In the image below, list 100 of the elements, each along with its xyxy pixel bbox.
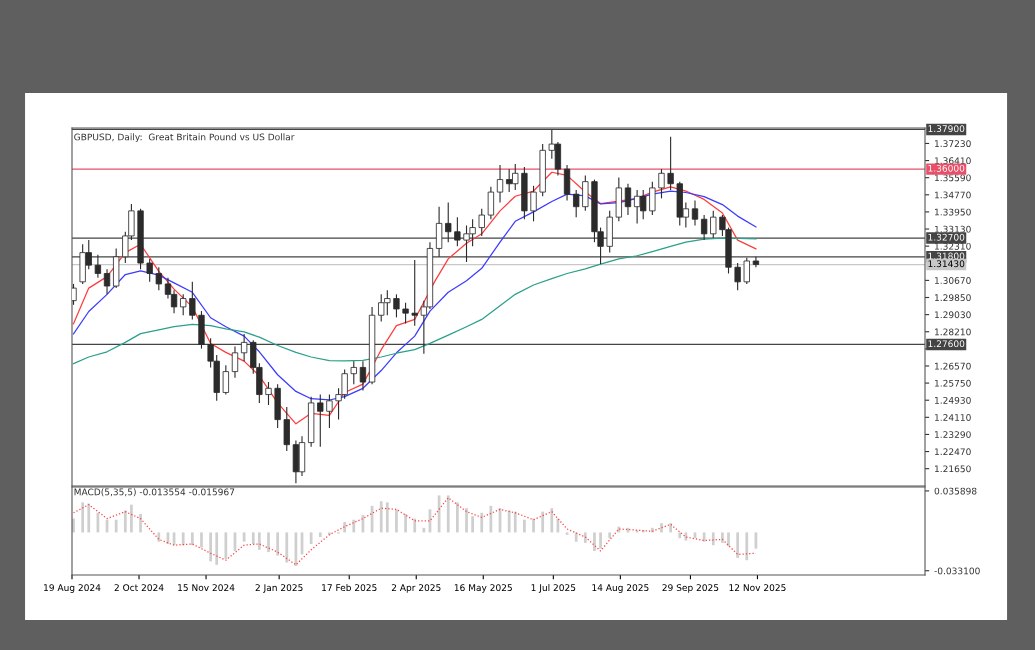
- y-tick-label: -0.033100: [934, 567, 980, 575]
- bar: [702, 532, 706, 542]
- candlestick: [189, 281, 196, 320]
- ref-line-label: 1.36000: [928, 164, 965, 172]
- y-tick-label: 1.29850: [935, 294, 971, 302]
- candlestick: [667, 136, 674, 191]
- bar: [599, 532, 602, 549]
- candlestick: [487, 186, 495, 220]
- x-tick-label: 2 Jan 2025: [255, 584, 303, 593]
- bar: [660, 523, 663, 533]
- x-tick-label: 2 Apr 2025: [391, 584, 441, 593]
- bar: [565, 532, 569, 535]
- bar: [190, 532, 194, 546]
- bar: [422, 527, 426, 533]
- candlestick: [454, 216, 461, 247]
- x-tick-label: 19 Aug 2024: [44, 584, 101, 593]
- bar: [352, 519, 356, 533]
- candlestick: [658, 168, 665, 199]
- bar: [608, 532, 612, 539]
- y-tick-label: 1.30670: [935, 277, 971, 284]
- ref-line-label: 1.31800: [928, 252, 965, 260]
- bar: [267, 532, 270, 553]
- y-tick-label: 1.29030: [935, 311, 971, 319]
- candlestick: [359, 360, 367, 391]
- bar: [446, 495, 450, 533]
- y-tick-label: 1.34770: [935, 191, 971, 199]
- y-tick-label: 1.25750: [935, 379, 971, 387]
- bar: [736, 532, 740, 558]
- bar: [130, 504, 133, 533]
- y-tick-label: 1.22470: [935, 448, 971, 456]
- ref-line-label: 1.37900: [928, 125, 965, 133]
- bar: [711, 532, 715, 546]
- x-tick-label: 16 May 2025: [454, 584, 512, 593]
- bar: [404, 513, 407, 533]
- bar: [684, 532, 688, 541]
- bar: [318, 532, 322, 538]
- bar: [550, 508, 554, 533]
- bar: [727, 532, 730, 547]
- bar: [209, 532, 212, 562]
- bar: [507, 510, 511, 533]
- candlestick: [624, 183, 632, 216]
- candlestick: [350, 360, 357, 385]
- y-tick-label: 1.28210: [935, 328, 971, 336]
- y-tick-label: 1.36410: [935, 157, 971, 165]
- y-tick-label: 1.37230: [935, 140, 971, 148]
- y-tick-label: 1.33130: [935, 225, 971, 233]
- bar: [574, 532, 578, 542]
- y-tick-label: 1.24930: [935, 396, 971, 404]
- candlestick: [734, 262, 741, 291]
- candlestick: [326, 394, 333, 429]
- bar: [257, 532, 261, 550]
- bar: [139, 513, 142, 533]
- bar: [471, 516, 474, 533]
- bar: [532, 518, 535, 533]
- bar: [523, 519, 526, 533]
- bar: [513, 511, 517, 533]
- candlestick: [155, 266, 162, 291]
- candlestick: [393, 293, 400, 318]
- candlestick: [94, 254, 102, 279]
- y-tick-label: 0.035898: [934, 487, 977, 495]
- bar: [593, 532, 596, 551]
- ref-line-label: 1.31430: [928, 260, 965, 268]
- y-tick-label: 1.32310: [935, 242, 971, 250]
- candlestick: [530, 185, 537, 222]
- y-tick-label: 1.24110: [935, 414, 971, 421]
- bar: [343, 522, 347, 533]
- y-tick-label: 1.21650: [935, 465, 971, 473]
- bar: [251, 532, 255, 545]
- candlestick: [231, 346, 239, 379]
- candlestick: [72, 283, 77, 306]
- y-tick-label: 1.23290: [935, 431, 971, 438]
- bar: [224, 532, 228, 560]
- bar: [123, 510, 127, 533]
- bar: [456, 502, 459, 533]
- candlestick: [402, 302, 409, 325]
- candlestick: [146, 258, 153, 283]
- x-tick-label: 12 Nov 2025: [729, 584, 786, 592]
- bar: [285, 532, 289, 563]
- candlestick: [411, 259, 418, 327]
- bar: [669, 523, 672, 533]
- bar: [678, 532, 682, 539]
- bar: [157, 532, 161, 542]
- candlestick: [691, 199, 699, 227]
- bar: [465, 508, 468, 533]
- bar: [114, 519, 118, 533]
- candlestick: [700, 214, 708, 241]
- bar: [395, 509, 398, 533]
- candlestick: [478, 208, 485, 237]
- candlestick: [743, 257, 750, 285]
- x-tick-label: 29 Sep 2025: [662, 584, 719, 593]
- bar: [721, 532, 724, 543]
- y-tick-label: 1.35590: [935, 174, 971, 182]
- line-series: [72, 171, 757, 425]
- bar: [583, 532, 587, 543]
- candlestick: [103, 268, 111, 295]
- bar: [215, 532, 219, 565]
- candlestick: [710, 210, 717, 239]
- candlestick: [649, 181, 656, 216]
- x-tick-label: 15 Nov 2024: [178, 584, 235, 592]
- bar: [276, 532, 279, 556]
